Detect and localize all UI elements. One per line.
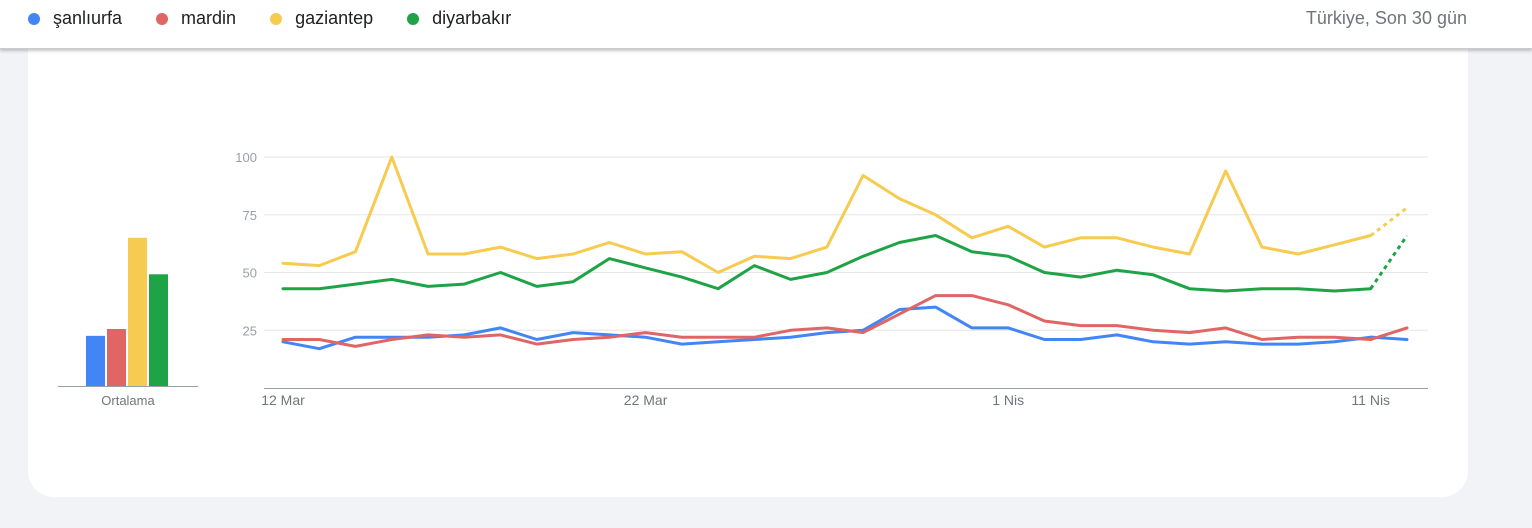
legend-item-gaziantep[interactable]: gaziantep — [270, 8, 373, 29]
y-tick-label: 25 — [243, 323, 257, 338]
series-line — [281, 155, 1373, 274]
series-line — [281, 294, 1373, 348]
x-tick-label: 22 Mar — [624, 392, 668, 408]
legend-dot-icon — [270, 12, 283, 25]
avg-bar — [128, 237, 147, 386]
x-tick-label: 12 Mar — [261, 392, 305, 408]
series-partial-segment — [1369, 326, 1409, 341]
series-line — [281, 234, 1373, 293]
legend-item-diyarbakir[interactable]: diyarbakır — [407, 8, 511, 29]
avg-bar — [107, 329, 126, 386]
y-tick-label: 100 — [235, 150, 257, 165]
legend-label: diyarbakır — [432, 8, 512, 28]
avg-bar — [149, 274, 168, 386]
chart-card — [28, 30, 1468, 497]
avg-bar-label: Ortalama — [101, 393, 155, 408]
legend-item-sanliurfa[interactable]: şanlıurfa — [28, 8, 122, 29]
series-line — [281, 305, 1373, 351]
legend-item-mardin[interactable]: mardin — [156, 8, 236, 29]
region-timeframe-label: Türkiye, Son 30 gün — [1305, 8, 1467, 28]
y-tick-label: 50 — [243, 266, 257, 281]
x-tick-label: 1 Nis — [992, 392, 1024, 408]
series-partial-segment — [1369, 206, 1408, 237]
legend-label: mardin — [181, 8, 237, 28]
legend-dot-icon — [156, 12, 169, 25]
avg-bar — [86, 335, 105, 386]
legend-label: şanlıurfa — [53, 8, 123, 28]
y-tick-label: 75 — [243, 208, 257, 223]
legend-dot-icon — [28, 12, 40, 25]
legend-label: gaziantep — [295, 8, 374, 28]
legend-dot-icon — [407, 12, 420, 25]
chart-header-bar: şanlıurfa mardin gaziantep diyarbakır Tü… — [0, 0, 1532, 49]
legend: şanlıurfa mardin gaziantep diyarbakır — [28, 8, 545, 29]
series-partial-segment — [1369, 234, 1409, 290]
x-tick-label: 11 Nis — [1351, 392, 1390, 408]
